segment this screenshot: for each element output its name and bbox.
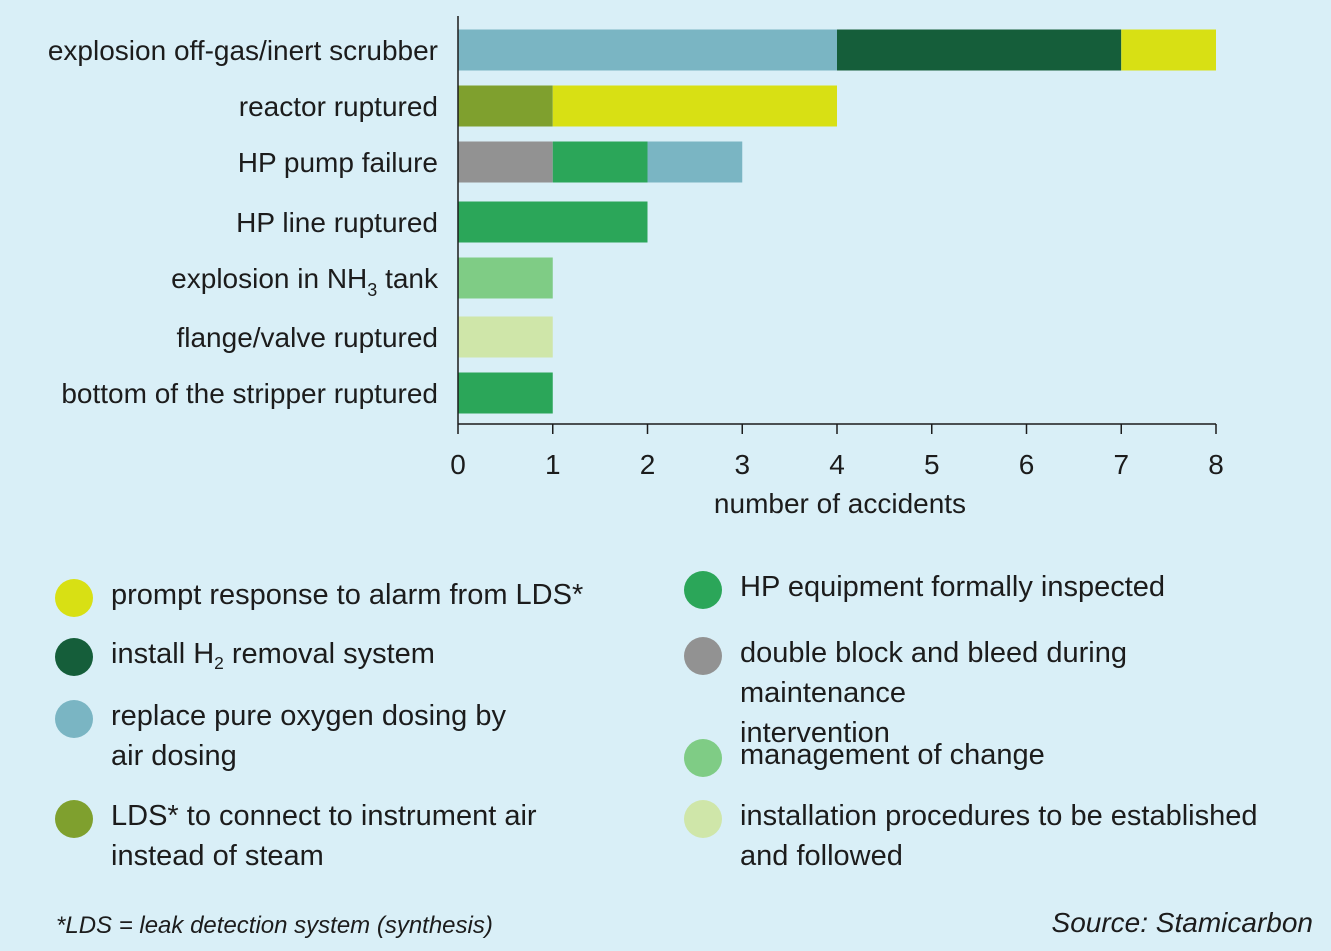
category-label: bottom of the stripper ruptured [61,378,438,409]
bar-segment [458,141,553,183]
x-tick-label: 2 [640,449,656,480]
legend-swatch [684,637,722,675]
legend-swatch [55,638,93,676]
x-tick-label: 8 [1208,449,1224,480]
legend-swatch [55,579,93,617]
bar-segment [458,29,837,71]
x-tick-label: 7 [1113,449,1129,480]
legend-label: HP equipment formally inspected [740,571,1166,603]
legend-label: replace pure oxygen dosing by air dosing [111,700,506,772]
bar-segment [837,29,1122,71]
category-label: HP line ruptured [236,207,438,238]
footnote: *LDS = leak detection system (synthesis) [56,912,493,939]
category-label: HP pump failure [238,147,438,178]
legend-swatch [55,700,93,738]
bar-segment [552,85,837,127]
bar-segment [1121,29,1216,71]
x-tick-label: 3 [734,449,750,480]
bar-segment [458,257,553,299]
bar-segment [458,372,553,414]
legend-label: management of change [740,739,1045,771]
legend-label: install H2 removal system [111,638,435,674]
legend-label: LDS* to connect to instrument air instead… [111,800,537,872]
x-tick-label: 6 [1019,449,1035,480]
category-label: explosion in NH3 tank [171,263,439,300]
x-tick-label: 1 [545,449,561,480]
legend-swatch [684,800,722,838]
bar-segment [552,141,648,183]
x-axis-label: number of accidents [714,488,966,519]
bar-segment [458,316,553,358]
bar-segment [458,85,553,127]
legend-label: prompt response to alarm from LDS* [111,579,584,611]
legend-swatch [684,739,722,777]
bar-segment [647,141,743,183]
bar-segment [458,201,648,243]
legend-swatch [55,800,93,838]
legend-label: double block and bleed during maintenanc… [740,637,1127,749]
category-label: explosion off-gas/inert scrubber [48,35,438,66]
x-tick-label: 4 [829,449,845,480]
category-label: reactor ruptured [239,91,438,122]
source-credit: Source: Stamicarbon [1051,907,1313,938]
stacked-bar-chart: explosion off-gas/inert scrubber reactor … [48,16,1224,519]
legend-swatch [684,571,722,609]
legend-label: installation procedures to be establishe… [740,800,1258,872]
x-tick-label: 0 [450,449,466,480]
x-tick-label: 5 [924,449,940,480]
category-label: flange/valve ruptured [176,322,438,353]
